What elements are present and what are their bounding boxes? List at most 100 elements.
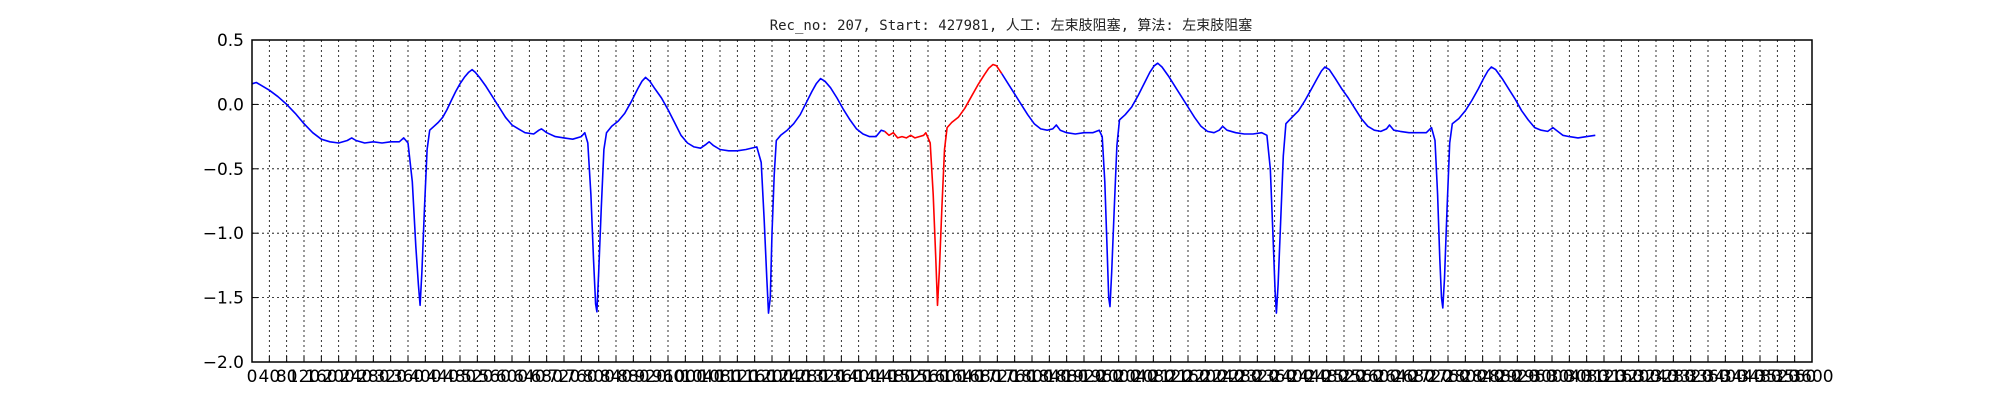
x-tick-label: 1720 — [976, 367, 1019, 387]
x-tick-label: 1840 — [1028, 367, 1071, 387]
x-tick-label: 2400 — [1270, 367, 1313, 387]
x-tick-label: 2120 — [1149, 367, 1192, 387]
x-tick-label: 2160 — [1166, 367, 1209, 387]
x-tick-label: 1240 — [768, 367, 811, 387]
x-tick-label: 520 — [461, 367, 493, 387]
x-tick-label: 2960 — [1513, 367, 1556, 387]
x-tick-label: 1400 — [837, 367, 880, 387]
x-tick-label: 160 — [305, 367, 337, 387]
x-tick-label: 1520 — [889, 367, 932, 387]
x-tick-label: 1880 — [1045, 367, 1088, 387]
x-tick-label: 2000 — [1097, 367, 1140, 387]
grid — [251, 39, 1813, 363]
x-tick-label: 1200 — [750, 367, 793, 387]
x-tick-label: 3000 — [1530, 367, 1573, 387]
x-tick-label: 3320 — [1669, 367, 1712, 387]
x-tick-label: 920 — [634, 367, 666, 387]
x-tick-label: 280 — [357, 367, 389, 387]
x-tick-label: 1160 — [733, 367, 776, 387]
y-axis: 0.5 0.0 −0.5 −1.0 −1.5 −2.0 — [203, 31, 1812, 373]
x-tick-label: 2360 — [1253, 367, 1296, 387]
y-tick-label: 0.5 — [217, 31, 244, 51]
x-tick-label: 3480 — [1738, 367, 1781, 387]
x-tick-label: 2280 — [1218, 367, 1261, 387]
x-tick-label: 2240 — [1201, 367, 1244, 387]
x-tick-label: 880 — [617, 367, 649, 387]
x-tick-label: 1560 — [906, 367, 949, 387]
x-tick-label: 3240 — [1634, 367, 1677, 387]
x-tick-label: 1600 — [924, 367, 967, 387]
x-tick-label: 2760 — [1426, 367, 1469, 387]
x-tick-label: 1640 — [941, 367, 984, 387]
x-tick-label: 720 — [548, 367, 580, 387]
x-axis: 0 408012016020024028032036040044048052056… — [247, 356, 1834, 387]
y-tick-label: −1.0 — [203, 224, 244, 244]
x-tick-label: 2560 — [1340, 367, 1383, 387]
y-tick-label: 0.0 — [217, 95, 244, 115]
x-tick-label: 800 — [582, 367, 614, 387]
x-tick-label: 1360 — [820, 367, 863, 387]
x-tick-label: 640 — [513, 367, 545, 387]
x-tick-label: 760 — [565, 367, 597, 387]
x-tick-label: 80 — [276, 367, 298, 387]
x-tick-label: 3400 — [1704, 367, 1747, 387]
x-tick-label: 1480 — [872, 367, 915, 387]
x-tick-label: 3040 — [1548, 367, 1591, 387]
x-tick-label: 2720 — [1409, 367, 1452, 387]
x-tick-label: 2920 — [1496, 367, 1539, 387]
x-tick-label: 1000 — [664, 367, 707, 387]
x-tick-label: 2480 — [1305, 367, 1348, 387]
x-tick-label: 0 — [247, 367, 258, 387]
x-tick-label: 1280 — [785, 367, 828, 387]
x-tick-label: 2080 — [1132, 367, 1175, 387]
x-tick-label: 3160 — [1600, 367, 1643, 387]
x-tick-label: 600 — [496, 367, 528, 387]
x-tick-label: 2600 — [1357, 367, 1400, 387]
x-tick-label: 3600 — [1790, 367, 1833, 387]
x-tick-label: 360 — [392, 367, 424, 387]
y-tick-label: −2.0 — [203, 353, 244, 373]
x-tick-label: 2840 — [1461, 367, 1504, 387]
x-tick-label: 3280 — [1652, 367, 1695, 387]
x-tick-label: 3080 — [1565, 367, 1608, 387]
x-tick-label: 440 — [426, 367, 458, 387]
x-tick-label: 2640 — [1374, 367, 1417, 387]
x-tick-label: 1800 — [1010, 367, 1053, 387]
x-tick-label: 200 — [322, 367, 354, 387]
x-tick-label: 680 — [530, 367, 562, 387]
x-tick-label: 2800 — [1444, 367, 1487, 387]
x-tick-label: 3120 — [1582, 367, 1625, 387]
x-tick-label: 320 — [374, 367, 406, 387]
x-tick-label: 2880 — [1478, 367, 1521, 387]
y-tick-label: −1.5 — [203, 289, 244, 309]
x-tick-label: 480 — [444, 367, 476, 387]
x-tick-label: 840 — [600, 367, 632, 387]
x-tick-label: 40 — [259, 367, 281, 387]
x-tick-label: 960 — [652, 367, 684, 387]
series-line-1 — [884, 63, 1003, 307]
x-tick-label: 1120 — [716, 367, 759, 387]
x-tick-label: 400 — [409, 367, 441, 387]
x-tick-label: 2200 — [1184, 367, 1227, 387]
x-tick-label: 240 — [340, 367, 372, 387]
chart-title: Rec_no: 207, Start: 427981, 人工: 左束肢阻塞, 算… — [770, 17, 1253, 34]
x-tick-label: 1680 — [958, 367, 1001, 387]
x-tick-label: 1920 — [1062, 367, 1105, 387]
x-tick-label: 1040 — [681, 367, 724, 387]
y-tick-label: −0.5 — [203, 160, 244, 180]
x-tick-label: 1440 — [854, 367, 897, 387]
x-tick-label: 2520 — [1322, 367, 1365, 387]
x-tick-label: 3200 — [1617, 367, 1660, 387]
x-tick-label: 120 — [288, 367, 320, 387]
x-tick-label: 2320 — [1236, 367, 1279, 387]
x-tick-label: 3360 — [1686, 367, 1729, 387]
series-line-2 — [1001, 62, 1596, 314]
x-tick-label: 2680 — [1392, 367, 1435, 387]
x-tick-label: 1080 — [698, 367, 741, 387]
x-tick-label: 3560 — [1773, 367, 1816, 387]
x-tick-label: 1320 — [802, 367, 845, 387]
x-tick-label: 2440 — [1288, 367, 1331, 387]
x-tick-label: 1960 — [1080, 367, 1123, 387]
series-lines — [251, 62, 1596, 314]
